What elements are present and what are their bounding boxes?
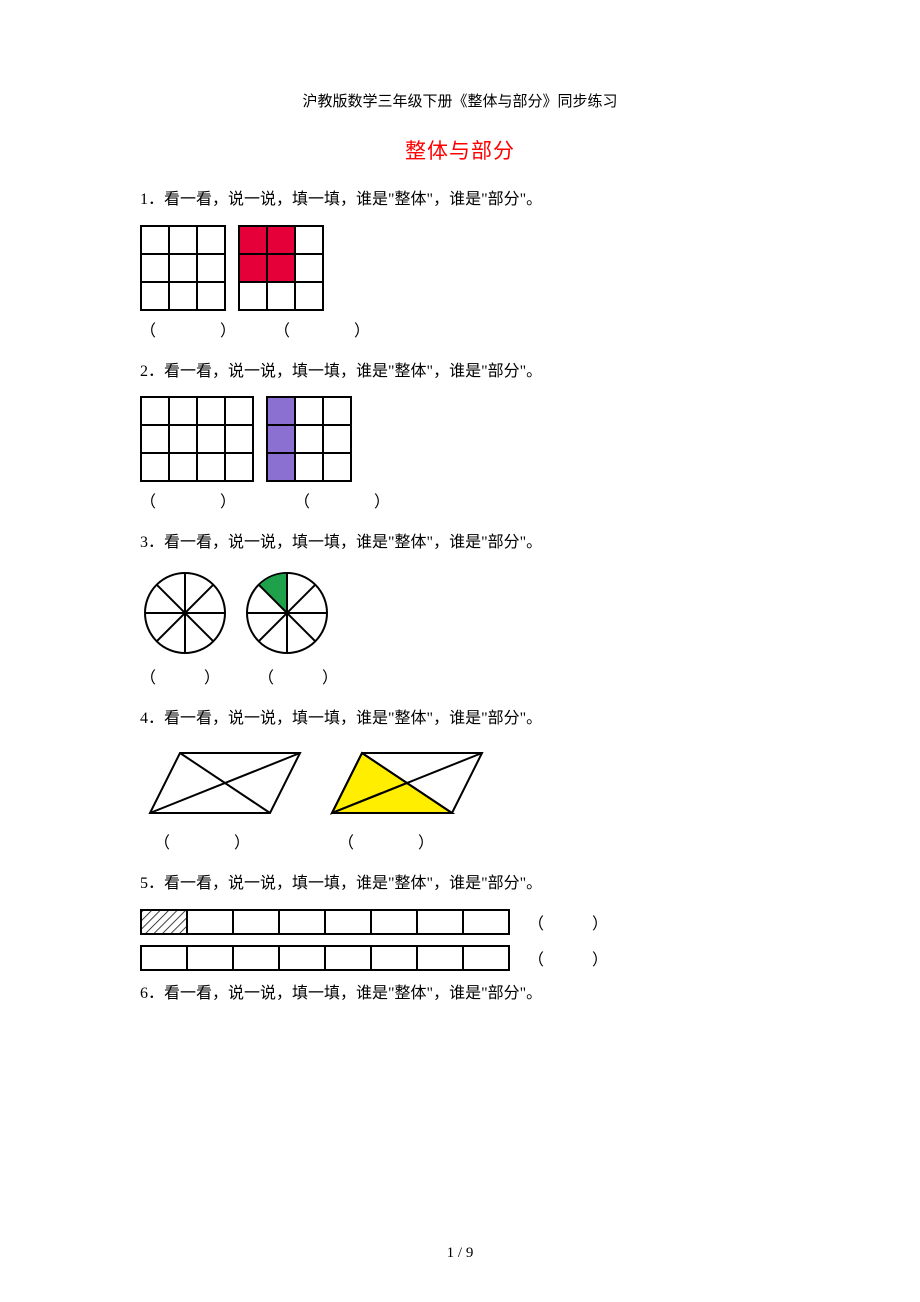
- rhombus-q4-right: [322, 743, 492, 823]
- strip-q5-top: [140, 909, 510, 935]
- figure-q1: [140, 225, 780, 311]
- answer-row-q1: （ ） （ ）: [140, 317, 780, 341]
- blank: （ ）: [274, 317, 370, 341]
- question-4: 4．看一看，说一说，填一填，谁是"整体"，谁是"部分"。: [140, 706, 780, 732]
- blank: （ ）: [140, 664, 220, 688]
- blank: （ ）: [294, 488, 390, 512]
- doc-title: 整体与部分: [140, 135, 780, 165]
- strip-q5-top-row: （ ）: [140, 909, 780, 935]
- rhombus-q4-left: [140, 743, 310, 823]
- question-5: 5．看一看，说一说，填一填，谁是"整体"，谁是"部分"。: [140, 871, 780, 897]
- blank: （ ）: [140, 488, 236, 512]
- answer-row-q4: （ ） （ ）: [140, 829, 780, 853]
- pie-q3-left: [140, 568, 230, 658]
- page-number: 1 / 9: [0, 1245, 920, 1262]
- figure-q4: [140, 743, 780, 823]
- blank: （ ）: [154, 829, 250, 853]
- answer-row-q3: （ ） （ ）: [140, 664, 780, 688]
- question-6: 6．看一看，说一说，填一填，谁是"整体"，谁是"部分"。: [140, 981, 780, 1007]
- pie-q3-right: [242, 568, 332, 658]
- blank: （ ）: [258, 664, 338, 688]
- strip-q5-bottom-row: （ ）: [140, 945, 780, 971]
- grid-q2-right: [266, 396, 352, 482]
- blank: （ ）: [528, 946, 608, 970]
- question-1: 1．看一看，说一说，填一填，谁是"整体"，谁是"部分"。: [140, 187, 780, 213]
- blank: （ ）: [338, 829, 434, 853]
- blank: （ ）: [528, 910, 608, 934]
- question-3: 3．看一看，说一说，填一填，谁是"整体"，谁是"部分"。: [140, 530, 780, 556]
- strip-q5-bottom: [140, 945, 510, 971]
- grid-q2-left: [140, 396, 254, 482]
- answer-row-q2: （ ） （ ）: [140, 488, 780, 512]
- blank: （ ）: [140, 317, 236, 341]
- figure-q3: [140, 568, 780, 658]
- doc-header: 沪教版数学三年级下册《整体与部分》同步练习: [140, 90, 780, 111]
- question-2: 2．看一看，说一说，填一填，谁是"整体"，谁是"部分"。: [140, 359, 780, 385]
- figure-q2: [140, 396, 780, 482]
- grid-q1-right: [238, 225, 324, 311]
- grid-q1-left: [140, 225, 226, 311]
